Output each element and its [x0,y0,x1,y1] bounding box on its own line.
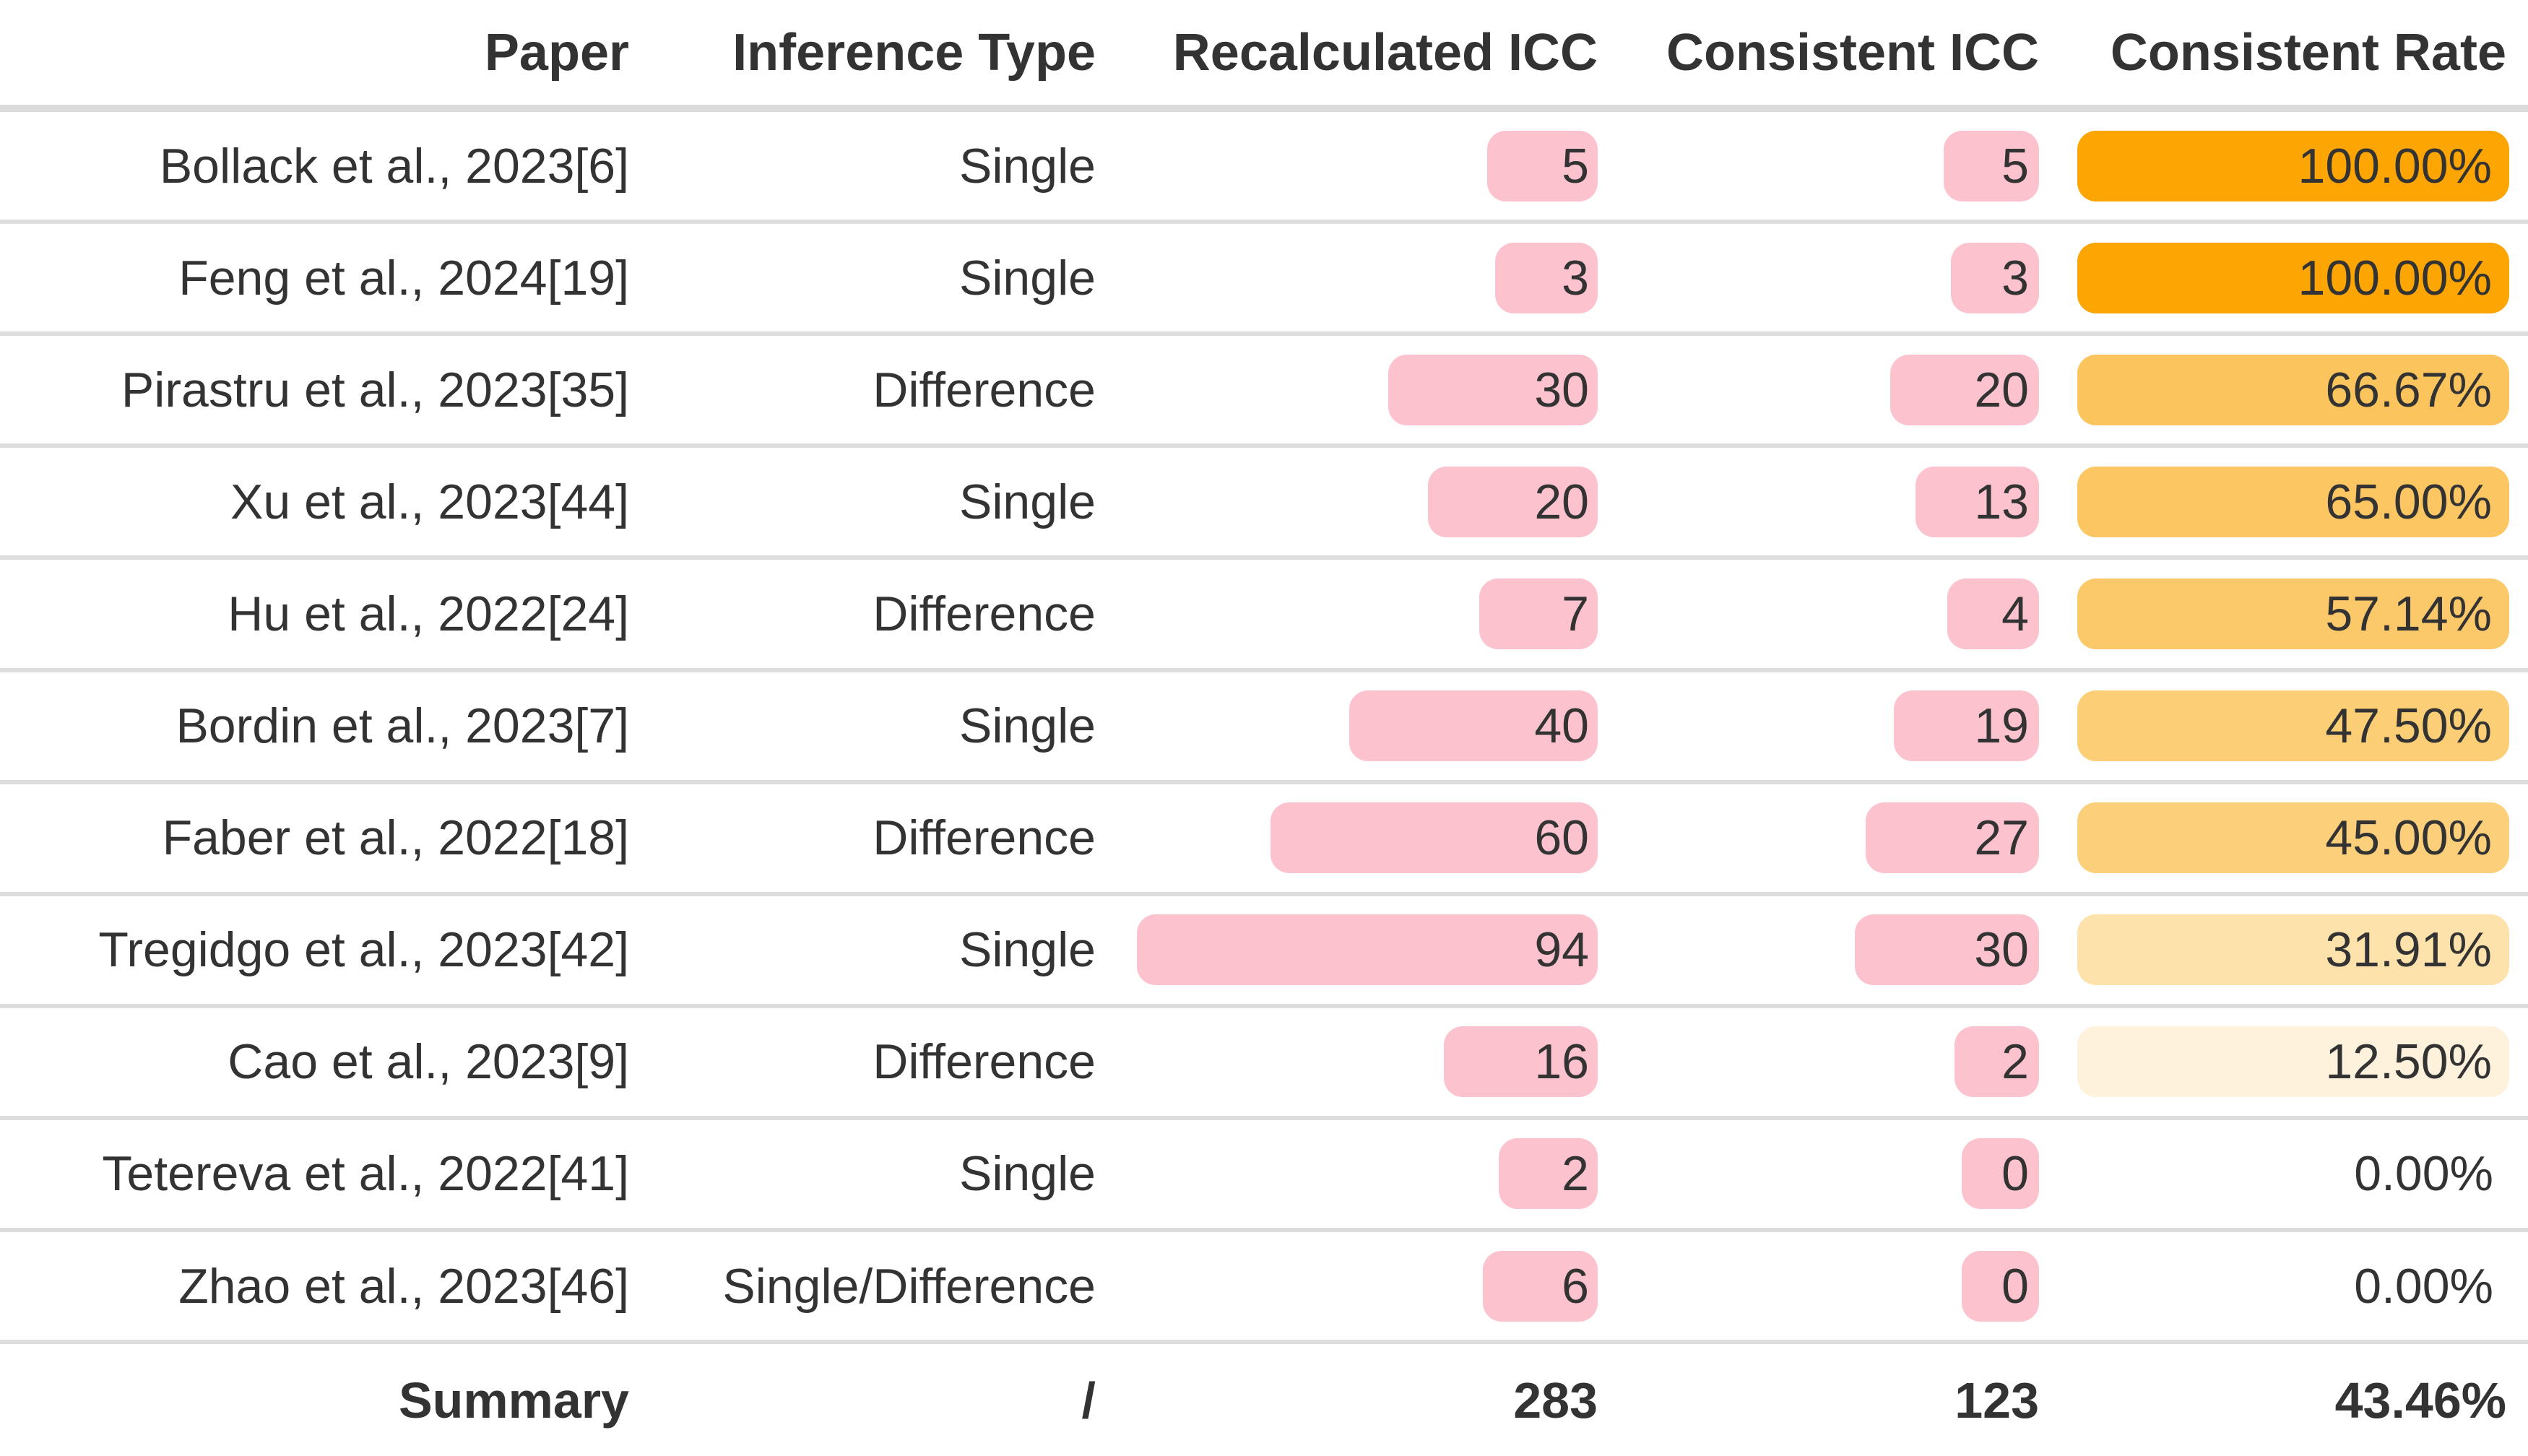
recalculated-icc-bar: 6 [1483,1250,1598,1322]
inference-type-cell: Single [958,250,1096,306]
recalculated-icc-bar: 3 [1495,242,1598,313]
recalculated-icc-bar: 40 [1349,690,1598,762]
consistent-rate-cell: 100.00% [2077,242,2509,313]
consistent-icc-bar: 20 [1890,354,2039,425]
table-row: Hu et al., 2022[24] Difference 7 4 57.14% [0,560,2528,672]
consistent-icc-bar: 27 [1866,802,2039,874]
consistent-rate-cell: 0.00% [2354,1146,2493,1202]
table-row: Feng et al., 2024[19] Single 3 3 100.00% [0,224,2528,337]
table-row: Faber et al., 2022[18] Difference 60 27 45.0… [0,784,2528,896]
consistent-rate-cell: 45.00% [2077,802,2509,874]
column-header-inference-type: Inference Type [732,23,1096,82]
recalculated-icc-bar: 16 [1444,1026,1598,1098]
recalculated-icc-bar: 20 [1428,466,1598,537]
table-row: Bordin et al., 2023[7] Single 40 19 47.50% [0,672,2528,784]
consistent-icc-bar: 2 [1955,1026,2039,1098]
paper-cell: Feng et al., 2024[19] [178,250,629,306]
consistent-icc-bar: 3 [1951,242,2039,313]
recalculated-icc-bar: 30 [1388,354,1598,425]
recalculated-icc-bar: 2 [1499,1138,1598,1210]
paper-cell: Faber et al., 2022[18] [162,810,629,866]
recalculated-icc-bar: 94 [1137,914,1598,986]
consistent-rate-cell: 66.67% [2077,354,2509,425]
inference-type-cell: Single [958,1146,1096,1202]
paper-cell: Xu et al., 2023[44] [230,474,629,529]
summary-row: Summary / 283 123 43.46% [0,1344,2528,1456]
paper-cell: Zhao et al., 2023[46] [178,1258,629,1314]
paper-cell: Hu et al., 2022[24] [228,586,629,642]
inference-type-cell: Single [958,138,1096,194]
consistent-rate-cell: 100.00% [2077,130,2509,202]
inference-type-cell: Single [958,474,1096,529]
inference-type-cell: Single/Difference [722,1258,1096,1314]
consistent-rate-cell: 31.91% [2077,914,2509,986]
inference-type-cell: Single [958,922,1096,978]
consistent-rate-cell: 12.50% [2077,1026,2509,1098]
consistent-icc-bar: 4 [1947,578,2039,650]
summary-consistent-rate: 43.46% [2334,1372,2506,1429]
header-row: Paper Inference Type Recalculated ICC Co… [0,0,2528,113]
column-header-consistent-icc: Consistent ICC [1666,23,2039,82]
table-row: Zhao et al., 2023[46] Single/Difference 6 0… [0,1232,2528,1345]
table-row: Xu et al., 2023[44] Single 20 13 65.00% [0,448,2528,560]
consistent-icc-bar: 0 [1962,1250,2039,1322]
inference-type-cell: Difference [873,362,1096,417]
table-body: Bollack et al., 2023[6] Single 5 5 100.00% Fe… [0,112,2528,1345]
inference-type-cell: Difference [873,586,1096,642]
paper-cell: Bordin et al., 2023[7] [176,698,629,754]
column-header-recalculated-icc: Recalculated ICC [1172,23,1598,82]
consistent-rate-cell: 57.14% [2077,578,2509,650]
consistent-icc-bar: 19 [1894,690,2039,762]
table-row: Tregidgo et al., 2023[42] Single 94 30 31.91… [0,896,2528,1008]
paper-cell: Pirastru et al., 2023[35] [121,362,629,417]
consistent-rate-cell: 47.50% [2077,690,2509,762]
column-header-consistent-rate: Consistent Rate [2110,23,2506,82]
inference-type-cell: Difference [873,810,1096,866]
paper-cell: Tregidgo et al., 2023[42] [98,922,629,978]
summary-recalculated-icc: 283 [1513,1372,1598,1429]
recalculated-icc-bar: 7 [1479,578,1598,650]
summary-inference-type: / [1081,1372,1096,1429]
column-header-paper: Paper [484,23,629,82]
paper-cell: Tetereva et al., 2022[41] [102,1146,629,1202]
consistent-icc-bar: 13 [1916,466,2039,537]
consistent-icc-bar: 0 [1962,1138,2039,1210]
consistent-icc-bar: 30 [1855,914,2039,986]
recalculated-icc-bar: 5 [1487,130,1598,202]
consistent-icc-bar: 5 [1944,130,2039,202]
summary-consistent-icc: 123 [1955,1372,2039,1429]
recalculated-icc-bar: 60 [1271,802,1598,874]
table-row: Cao et al., 2023[9] Difference 16 2 12.50% [0,1008,2528,1120]
inference-type-cell: Difference [873,1034,1096,1090]
consistent-rate-cell: 65.00% [2077,466,2509,537]
consistent-rate-cell: 0.00% [2354,1258,2493,1314]
paper-cell: Cao et al., 2023[9] [228,1034,629,1090]
table-row: Pirastru et al., 2023[35] Difference 30 20 6… [0,336,2528,448]
summary-label: Summary [398,1372,629,1429]
paper-cell: Bollack et al., 2023[6] [159,138,629,194]
table-row: Bollack et al., 2023[6] Single 5 5 100.00% [0,112,2528,225]
table-row: Tetereva et al., 2022[41] Single 2 0 0.00% [0,1120,2528,1233]
inference-type-cell: Single [958,698,1096,754]
